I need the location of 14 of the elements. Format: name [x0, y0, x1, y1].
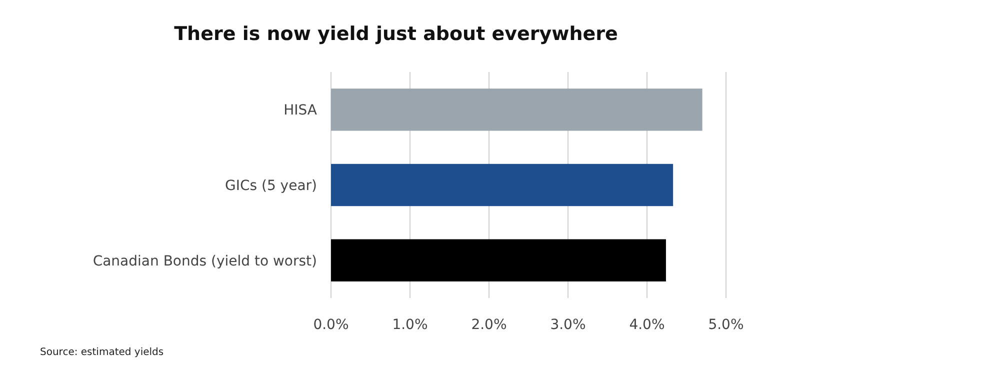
x-tick-label: 0.0% [313, 317, 349, 333]
x-tick-label: 3.0% [550, 317, 586, 333]
y-tick-label: Canadian Bonds (yield to worst) [92, 253, 317, 270]
y-tick-label: GICs (5 year) [224, 178, 317, 194]
bar [331, 164, 674, 206]
bar [331, 88, 702, 131]
source-note: Source: estimated yields [40, 347, 164, 358]
chart-title: There is now yield just about everywhere [174, 23, 618, 45]
x-tick-label: 4.0% [629, 317, 665, 333]
bar [331, 239, 666, 282]
x-tick-label: 5.0% [708, 317, 744, 333]
x-tick-label: 2.0% [471, 317, 507, 333]
y-tick-label: HISA [284, 102, 318, 119]
x-tick-label: 1.0% [392, 317, 428, 333]
